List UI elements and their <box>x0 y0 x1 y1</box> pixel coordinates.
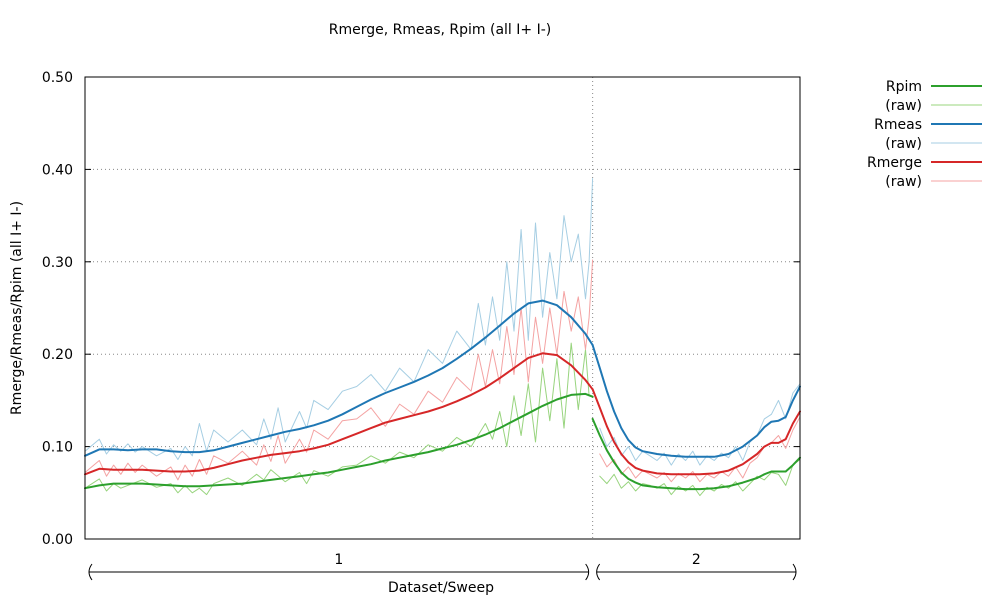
x-axis-label: Dataset/Sweep <box>388 580 494 596</box>
y-tick-label: 0.00 <box>42 532 73 548</box>
legend-label: Rmeas <box>874 117 922 133</box>
series-line <box>591 388 801 476</box>
plot-frame <box>84 76 801 540</box>
series-line <box>84 392 594 490</box>
y-tick-label: 0.20 <box>42 347 73 363</box>
series-line <box>599 383 801 466</box>
series-rpim <box>84 392 801 491</box>
dataset-bracket-left <box>596 563 601 581</box>
legend-label: (raw) <box>885 136 922 152</box>
dataset-bracket-right <box>792 563 797 581</box>
series-line <box>591 344 801 458</box>
plot-series <box>84 178 801 497</box>
legend: Rpim (raw) Rmeas (raw) Rmerge (raw) <box>867 79 982 190</box>
series-raw-3 <box>84 178 801 466</box>
series-line <box>84 342 590 496</box>
chart-title: Rmerge, Rmeas, Rpim (all I+ I-) <box>329 22 551 38</box>
dataset-bracket-left <box>88 563 93 581</box>
grid <box>85 77 800 539</box>
dataset-label: 1 <box>334 552 343 568</box>
legend-label: (raw) <box>885 98 922 114</box>
y-axis-label: Rmerge/Rmeas/Rpim (all I+ I-) <box>9 201 25 415</box>
series-rmerge <box>84 352 801 476</box>
dataset-label: 2 <box>692 552 701 568</box>
series-line <box>84 352 594 476</box>
y-axis-ticks: 0.00 0.10 0.20 0.30 0.40 0.50 <box>42 70 800 548</box>
y-tick-label: 0.40 <box>42 162 73 178</box>
legend-label: Rpim <box>886 79 922 95</box>
series-line <box>591 417 801 491</box>
series-line <box>84 259 594 481</box>
legend-label: (raw) <box>885 174 922 190</box>
series-line <box>84 299 594 457</box>
series-raw-1 <box>84 342 801 497</box>
series-rmeas <box>84 299 801 458</box>
legend-label: Rmerge <box>867 155 922 171</box>
y-tick-label: 0.30 <box>42 255 73 271</box>
y-tick-label: 0.50 <box>42 70 73 86</box>
series-line <box>84 178 594 460</box>
dataset-bracket-right <box>585 563 590 581</box>
series-line <box>599 459 801 497</box>
y-tick-label: 0.10 <box>42 440 73 456</box>
